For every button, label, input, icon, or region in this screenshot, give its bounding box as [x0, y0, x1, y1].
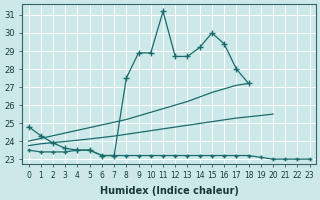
X-axis label: Humidex (Indice chaleur): Humidex (Indice chaleur) — [100, 186, 239, 196]
